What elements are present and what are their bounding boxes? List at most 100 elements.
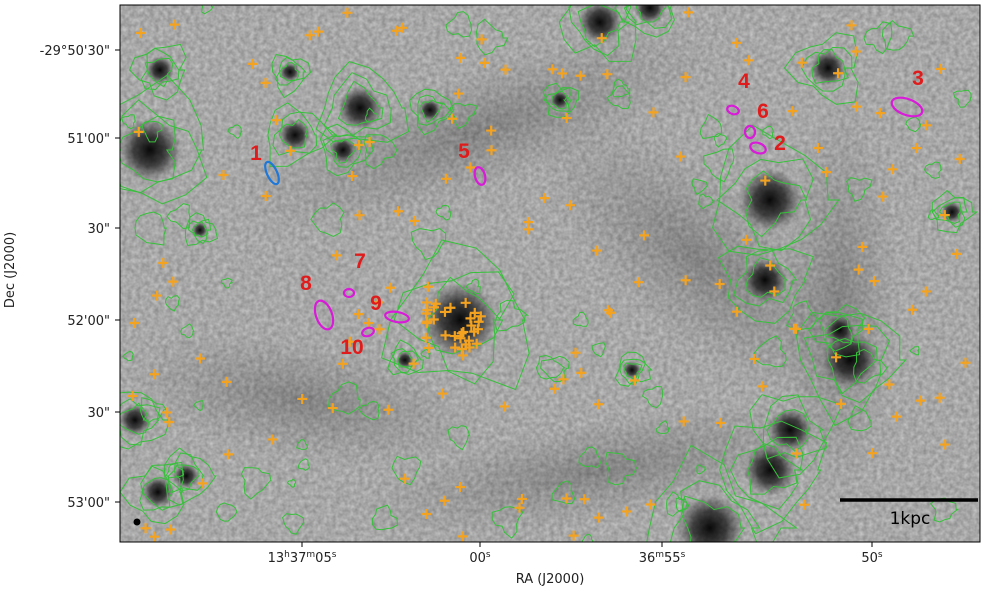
source-marker	[680, 72, 691, 83]
contour	[139, 465, 185, 511]
source-marker	[197, 478, 208, 489]
contour	[215, 502, 238, 522]
galaxy-knot	[623, 361, 641, 379]
source-marker	[557, 68, 568, 79]
source-marker	[392, 206, 403, 217]
region-label: 10	[340, 336, 363, 359]
source-marker	[714, 279, 725, 290]
contour	[669, 480, 761, 542]
contour	[391, 455, 422, 486]
source-marker	[165, 524, 176, 535]
source-marker	[456, 344, 467, 355]
source-marker	[939, 210, 950, 221]
contour	[337, 80, 384, 126]
region-ellipse	[473, 166, 487, 186]
contour	[315, 61, 410, 143]
source-marker	[439, 306, 450, 317]
x-tick-part: 05	[315, 551, 332, 566]
contour	[952, 89, 972, 108]
contour	[120, 398, 161, 446]
source-marker	[907, 304, 918, 315]
source-marker	[218, 170, 229, 181]
contour	[577, 5, 624, 48]
source-marker	[486, 145, 497, 156]
source-marker	[629, 375, 640, 386]
x-tick-part: 37	[290, 551, 307, 566]
source-marker	[787, 106, 798, 117]
source-marker	[428, 314, 439, 325]
source-marker	[409, 215, 420, 226]
contour	[698, 193, 715, 210]
source-marker	[400, 473, 411, 484]
region-ellipse	[384, 310, 410, 324]
source-marker	[731, 37, 742, 48]
source-marker	[639, 230, 650, 241]
source-marker	[715, 417, 726, 428]
source-marker	[456, 328, 467, 339]
source-marker	[675, 151, 686, 162]
source-marker	[683, 7, 694, 18]
contour	[227, 124, 243, 140]
source-marker	[575, 70, 586, 81]
source-marker	[439, 495, 450, 506]
contour	[729, 436, 804, 510]
contour	[139, 397, 168, 424]
contour	[568, 5, 632, 57]
contour	[141, 120, 163, 143]
galaxy-knot	[146, 56, 174, 84]
source-marker	[383, 404, 394, 415]
x-tick-part: 36	[639, 551, 656, 566]
source-marker	[951, 248, 962, 259]
source-marker	[445, 302, 456, 313]
contour	[712, 124, 840, 256]
source-marker	[934, 392, 945, 403]
source-marker	[221, 376, 232, 387]
source-marker	[853, 264, 864, 275]
source-marker	[331, 250, 342, 261]
source-marker	[469, 326, 480, 337]
source-marker	[568, 530, 579, 541]
source-marker	[430, 298, 441, 309]
contour	[358, 400, 380, 421]
contour	[129, 43, 187, 101]
source-marker	[869, 276, 880, 287]
source-marker	[757, 381, 768, 392]
contour	[120, 99, 203, 194]
source-marker	[500, 64, 511, 75]
source-marker	[833, 68, 844, 79]
source-marker	[440, 173, 451, 184]
source-marker	[364, 136, 375, 147]
sky-image	[120, 5, 980, 542]
contour	[397, 350, 415, 368]
source-marker	[450, 342, 461, 353]
contour	[703, 148, 735, 183]
source-marker	[465, 162, 476, 173]
source-marker	[499, 401, 510, 412]
contour	[578, 446, 601, 469]
contour	[120, 461, 185, 525]
contour	[167, 452, 205, 493]
contour	[717, 245, 814, 324]
source-marker	[267, 434, 278, 445]
contour	[272, 111, 318, 156]
source-marker	[260, 77, 271, 88]
source-marker	[486, 125, 497, 136]
source-marker	[420, 332, 431, 343]
contour	[134, 211, 167, 246]
contour	[863, 21, 893, 55]
contour	[140, 47, 180, 91]
contour	[322, 134, 362, 168]
contour	[120, 391, 171, 450]
contour	[323, 72, 392, 137]
source-marker	[857, 241, 868, 252]
source-marker	[622, 506, 633, 517]
source-marker	[605, 307, 616, 318]
contour	[447, 425, 471, 451]
source-marker	[149, 369, 160, 380]
contour	[572, 311, 589, 327]
contour	[642, 385, 664, 409]
contour	[410, 227, 447, 261]
contour	[494, 300, 530, 332]
galaxy-knot	[551, 91, 569, 109]
source-marker	[385, 282, 396, 293]
